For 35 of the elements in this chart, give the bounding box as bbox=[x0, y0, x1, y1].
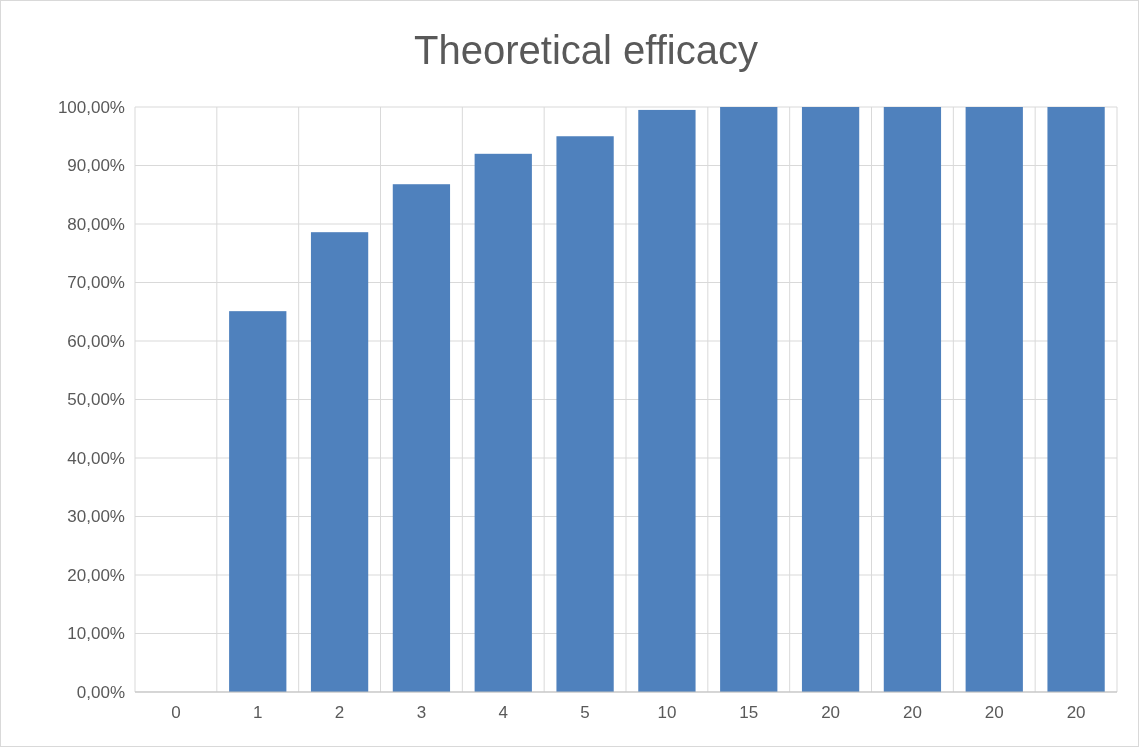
y-tick-label: 40,00% bbox=[67, 448, 125, 468]
y-tick-label: 10,00% bbox=[67, 624, 125, 644]
x-tick-label: 20 bbox=[984, 703, 1004, 723]
x-tick-label: 20 bbox=[821, 703, 841, 723]
y-tick-label: 90,00% bbox=[67, 156, 125, 176]
bar bbox=[638, 109, 696, 692]
y-tick-label: 80,00% bbox=[67, 214, 125, 234]
bar bbox=[556, 136, 614, 692]
y-tick-label: 50,00% bbox=[67, 390, 125, 410]
x-tick-label: 1 bbox=[253, 703, 263, 723]
x-tick-label: 3 bbox=[416, 703, 427, 723]
x-tick-label: 15 bbox=[739, 703, 759, 723]
bar bbox=[310, 232, 369, 692]
y-tick-label: 60,00% bbox=[67, 331, 125, 351]
bar bbox=[801, 107, 860, 692]
x-tick-label: 0 bbox=[171, 703, 181, 723]
bar bbox=[229, 311, 287, 692]
bar bbox=[474, 153, 532, 692]
x-tick-label: 2 bbox=[334, 703, 345, 723]
y-tick-label: 70,00% bbox=[67, 273, 125, 293]
bar bbox=[392, 184, 451, 692]
x-tick-label: 4 bbox=[498, 703, 508, 723]
x-tick-label: 20 bbox=[1066, 703, 1086, 723]
y-tick-label: 0,00% bbox=[76, 682, 125, 702]
y-tick-label: 20,00% bbox=[67, 565, 125, 585]
bar bbox=[1047, 107, 1105, 692]
chart-title: Theoretical efficacy bbox=[414, 28, 758, 72]
y-tick-label: 100,00% bbox=[57, 97, 125, 117]
x-tick-label: 20 bbox=[902, 703, 922, 723]
bar bbox=[883, 107, 942, 692]
y-tick-label: 30,00% bbox=[67, 507, 125, 527]
bar bbox=[965, 107, 1023, 692]
bar bbox=[720, 107, 778, 692]
x-tick-label: 5 bbox=[580, 703, 590, 723]
x-tick-label: 10 bbox=[657, 703, 677, 723]
